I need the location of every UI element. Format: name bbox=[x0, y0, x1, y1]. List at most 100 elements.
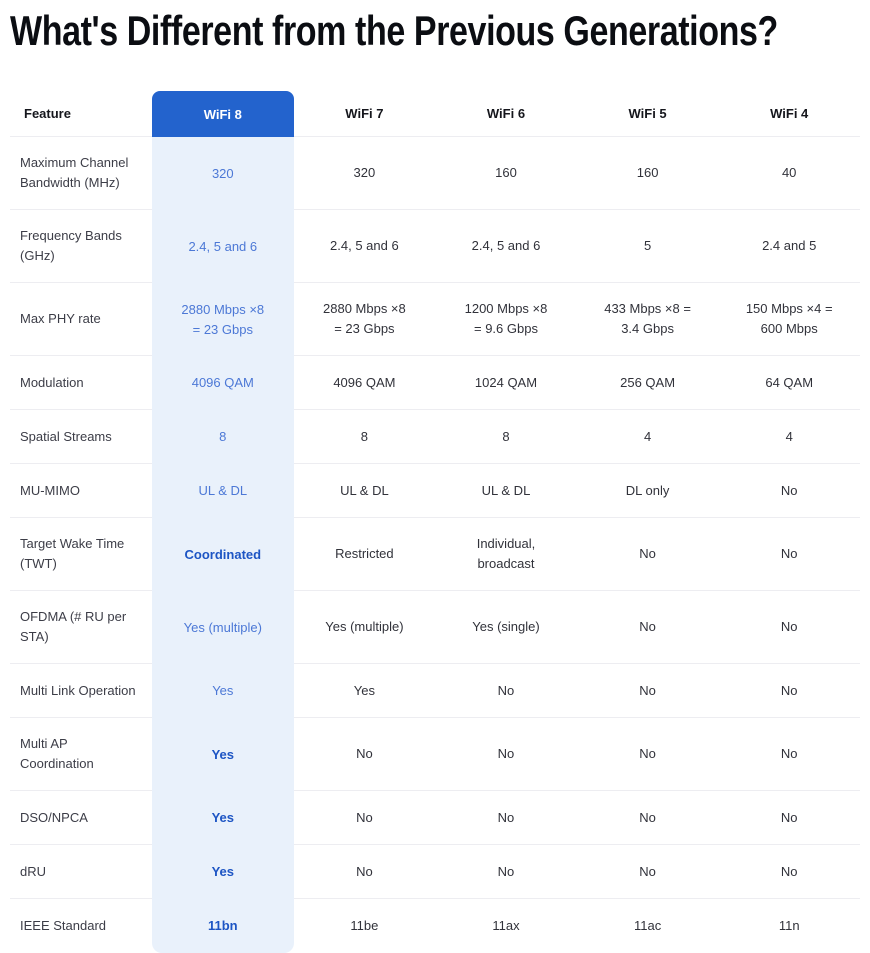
feature-label: Modulation bbox=[10, 356, 152, 411]
wifi5-value-cell: DL only bbox=[576, 464, 719, 519]
wifi6-value-cell: 2.4, 5 and 6 bbox=[435, 210, 577, 284]
table-header-row: Feature WiFi 8 WiFi 7 WiFi 6 WiFi 5 WiFi… bbox=[10, 91, 860, 138]
wifi5-value-cell: 433 Mbps ×8 = 3.4 Gbps bbox=[576, 283, 719, 357]
table-row: IEEE Standard 11bn 11be 11ax 11ac 11n bbox=[10, 899, 860, 953]
wifi5-value-cell: No bbox=[576, 845, 719, 900]
feature-label: IEEE Standard bbox=[20, 918, 106, 934]
wifi4-column-header: WiFi 4 bbox=[718, 91, 860, 138]
wifi5-value-cell: No bbox=[576, 718, 719, 792]
wifi8-value-cell: Yes bbox=[152, 664, 294, 719]
wifi7-value-cell: Restricted bbox=[293, 518, 436, 592]
wifi8-column-header: WiFi 8 bbox=[152, 91, 294, 138]
wifi6-value-cell: Individual, broadcast bbox=[435, 518, 577, 592]
wifi7-value-cell: No bbox=[293, 718, 436, 792]
wifi6-value-cell: UL & DL bbox=[435, 464, 577, 519]
wifi4-value-cell: 11n bbox=[778, 918, 800, 934]
wifi5-value-cell: 4 bbox=[576, 410, 719, 465]
wifi5-value-cell: No bbox=[576, 664, 719, 719]
wifi8-value-cell: 2.4, 5 and 6 bbox=[152, 210, 294, 284]
wifi5-value-cell: No bbox=[576, 791, 719, 846]
wifi5-column-header: WiFi 5 bbox=[576, 91, 719, 138]
table-row: Spatial Streams 8 8 8 4 4 bbox=[10, 410, 860, 465]
wifi8-value-cell: 2880 Mbps ×8 = 23 Gbps bbox=[152, 283, 294, 357]
wifi6-value-cell: Yes (single) bbox=[435, 591, 577, 665]
page-title: What's Different from the Previous Gener… bbox=[10, 7, 778, 54]
wifi8-value-cell: 4096 QAM bbox=[152, 356, 294, 411]
wifi7-value-cell: 2880 Mbps ×8 = 23 Gbps bbox=[293, 283, 436, 357]
wifi7-value-cell: UL & DL bbox=[293, 464, 436, 519]
feature-label: Max PHY rate bbox=[10, 283, 152, 357]
wifi8-value-cell: Coordinated bbox=[152, 518, 294, 592]
wifi6-value-cell: No bbox=[435, 664, 577, 719]
feature-label: Target Wake Time (TWT) bbox=[10, 518, 152, 592]
wifi7-value-cell: No bbox=[293, 845, 436, 900]
wifi7-value-cell: 320 bbox=[293, 137, 436, 211]
wifi7-value-cell: 4096 QAM bbox=[293, 356, 436, 411]
wifi8-value-cell: 11bn bbox=[152, 899, 294, 953]
wifi5-value-cell: 5 bbox=[576, 210, 719, 284]
wifi8-value-cell: Yes bbox=[152, 791, 294, 846]
wifi7-value-cell: Yes bbox=[293, 664, 436, 719]
feature-label: Multi AP Coordination bbox=[10, 718, 152, 792]
wifi7-value-cell: 11be bbox=[350, 918, 379, 934]
feature-label: Multi Link Operation bbox=[10, 664, 152, 719]
feature-label: Frequency Bands (GHz) bbox=[10, 210, 152, 284]
wifi4-value-cell: No bbox=[718, 664, 860, 719]
wifi6-value-cell: 11ax bbox=[492, 918, 520, 934]
wifi8-value-cell: Yes bbox=[152, 718, 294, 792]
table-row: dRU Yes No No No No bbox=[10, 845, 860, 900]
table-row: Modulation 4096 QAM 4096 QAM 1024 QAM 25… bbox=[10, 356, 860, 411]
wifi4-value-cell: No bbox=[718, 718, 860, 792]
wifi5-value-cell: 160 bbox=[576, 137, 719, 211]
wifi4-value-cell: No bbox=[718, 845, 860, 900]
feature-label: Spatial Streams bbox=[10, 410, 152, 465]
wifi4-value-cell: 150 Mbps ×4 = 600 Mbps bbox=[718, 283, 860, 357]
wifi7-value-cell: 2.4, 5 and 6 bbox=[293, 210, 436, 284]
wifi8-value-cell: Yes bbox=[152, 845, 294, 900]
wifi4-value-cell: 40 bbox=[718, 137, 860, 211]
wifi7-value-cell: 8 bbox=[293, 410, 436, 465]
table-row: Maximum Channel Bandwidth (MHz) 320 320 … bbox=[10, 137, 860, 211]
wifi4-value-cell: 2.4 and 5 bbox=[718, 210, 860, 284]
wifi7-column-header: WiFi 7 bbox=[293, 91, 436, 138]
table-row: MU-MIMO UL & DL UL & DL UL & DL DL only … bbox=[10, 464, 860, 519]
wifi6-value-cell: No bbox=[435, 845, 577, 900]
wifi7-value-cell: No bbox=[293, 791, 436, 846]
table-row: Multi AP Coordination Yes No No No No bbox=[10, 718, 860, 792]
feature-label: dRU bbox=[10, 845, 152, 900]
wifi6-value-cell: 1024 QAM bbox=[435, 356, 577, 411]
feature-label: Maximum Channel Bandwidth (MHz) bbox=[10, 137, 152, 211]
wifi6-value-cell: 1200 Mbps ×8 = 9.6 Gbps bbox=[435, 283, 577, 357]
wifi5-value-cell: No bbox=[576, 518, 719, 592]
wifi5-value-cell: 11ac bbox=[633, 918, 662, 934]
wifi6-column-header: WiFi 6 bbox=[435, 91, 577, 138]
wifi8-value-cell: 8 bbox=[152, 410, 294, 465]
wifi5-value-cell: No bbox=[576, 591, 719, 665]
wifi4-value-cell: 4 bbox=[718, 410, 860, 465]
wifi6-value-cell: 8 bbox=[435, 410, 577, 465]
comparison-table: Feature WiFi 8 WiFi 7 WiFi 6 WiFi 5 WiFi… bbox=[10, 91, 860, 953]
feature-label: DSO/NPCA bbox=[10, 791, 152, 846]
table-row: Target Wake Time (TWT) Coordinated Restr… bbox=[10, 518, 860, 592]
wifi8-value-cell: 320 bbox=[152, 137, 294, 211]
feature-label: MU-MIMO bbox=[10, 464, 152, 519]
feature-column-header: Feature bbox=[10, 91, 152, 138]
table-row: Multi Link Operation Yes Yes No No No bbox=[10, 664, 860, 719]
wifi4-value-cell: No bbox=[718, 591, 860, 665]
feature-label: OFDMA (# RU per STA) bbox=[10, 591, 152, 665]
table-row: Max PHY rate 2880 Mbps ×8 = 23 Gbps 2880… bbox=[10, 283, 860, 357]
wifi6-value-cell: No bbox=[435, 791, 577, 846]
wifi4-value-cell: 64 QAM bbox=[718, 356, 860, 411]
table-body: Maximum Channel Bandwidth (MHz) 320 320 … bbox=[10, 137, 860, 953]
wifi8-value-cell: Yes (multiple) bbox=[152, 591, 294, 665]
wifi4-value-cell: No bbox=[718, 518, 860, 592]
wifi6-value-cell: 160 bbox=[435, 137, 577, 211]
table-row: Frequency Bands (GHz) 2.4, 5 and 6 2.4, … bbox=[10, 210, 860, 284]
wifi7-value-cell: Yes (multiple) bbox=[293, 591, 436, 665]
table-row: OFDMA (# RU per STA) Yes (multiple) Yes … bbox=[10, 591, 860, 665]
wifi4-value-cell: No bbox=[718, 791, 860, 846]
wifi5-value-cell: 256 QAM bbox=[576, 356, 719, 411]
wifi6-value-cell: No bbox=[435, 718, 577, 792]
wifi8-value-cell: UL & DL bbox=[152, 464, 294, 519]
